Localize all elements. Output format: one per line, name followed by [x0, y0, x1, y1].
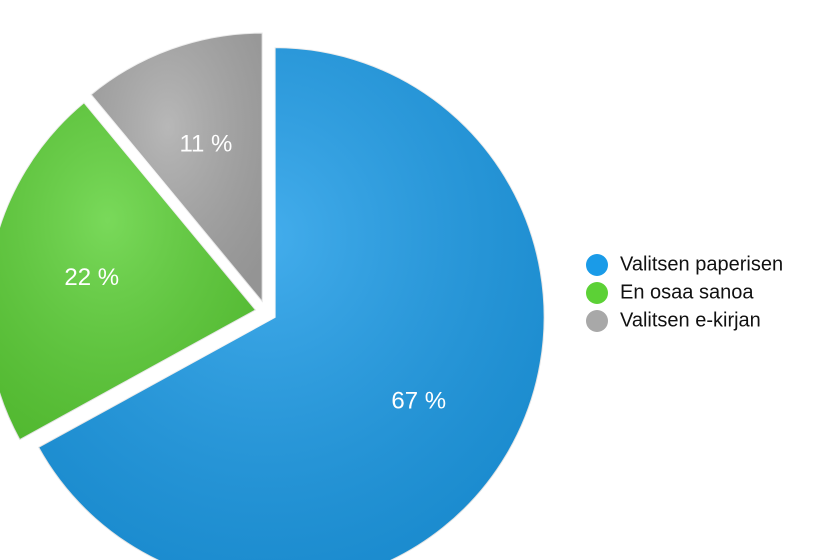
pie: 67 % 22 % 11 %	[0, 31, 546, 560]
legend-label: Valitsen e-kirjan	[620, 309, 761, 331]
legend-marker	[586, 282, 608, 304]
legend: Valitsen paperisen En osaa sanoa Valitsen …	[586, 253, 783, 332]
slice-shade	[38, 47, 545, 560]
legend-marker	[586, 254, 608, 276]
slice-label: 67 %	[391, 388, 446, 415]
slice-label: 22 %	[64, 264, 119, 291]
legend-marker	[586, 310, 608, 332]
slice-label: 11 %	[179, 130, 232, 157]
slice-shade	[0, 102, 257, 441]
legend-label: En osaa sanoa	[620, 281, 754, 303]
slice-shade	[90, 32, 263, 303]
legend-label: Valitsen paperisen	[620, 253, 783, 275]
